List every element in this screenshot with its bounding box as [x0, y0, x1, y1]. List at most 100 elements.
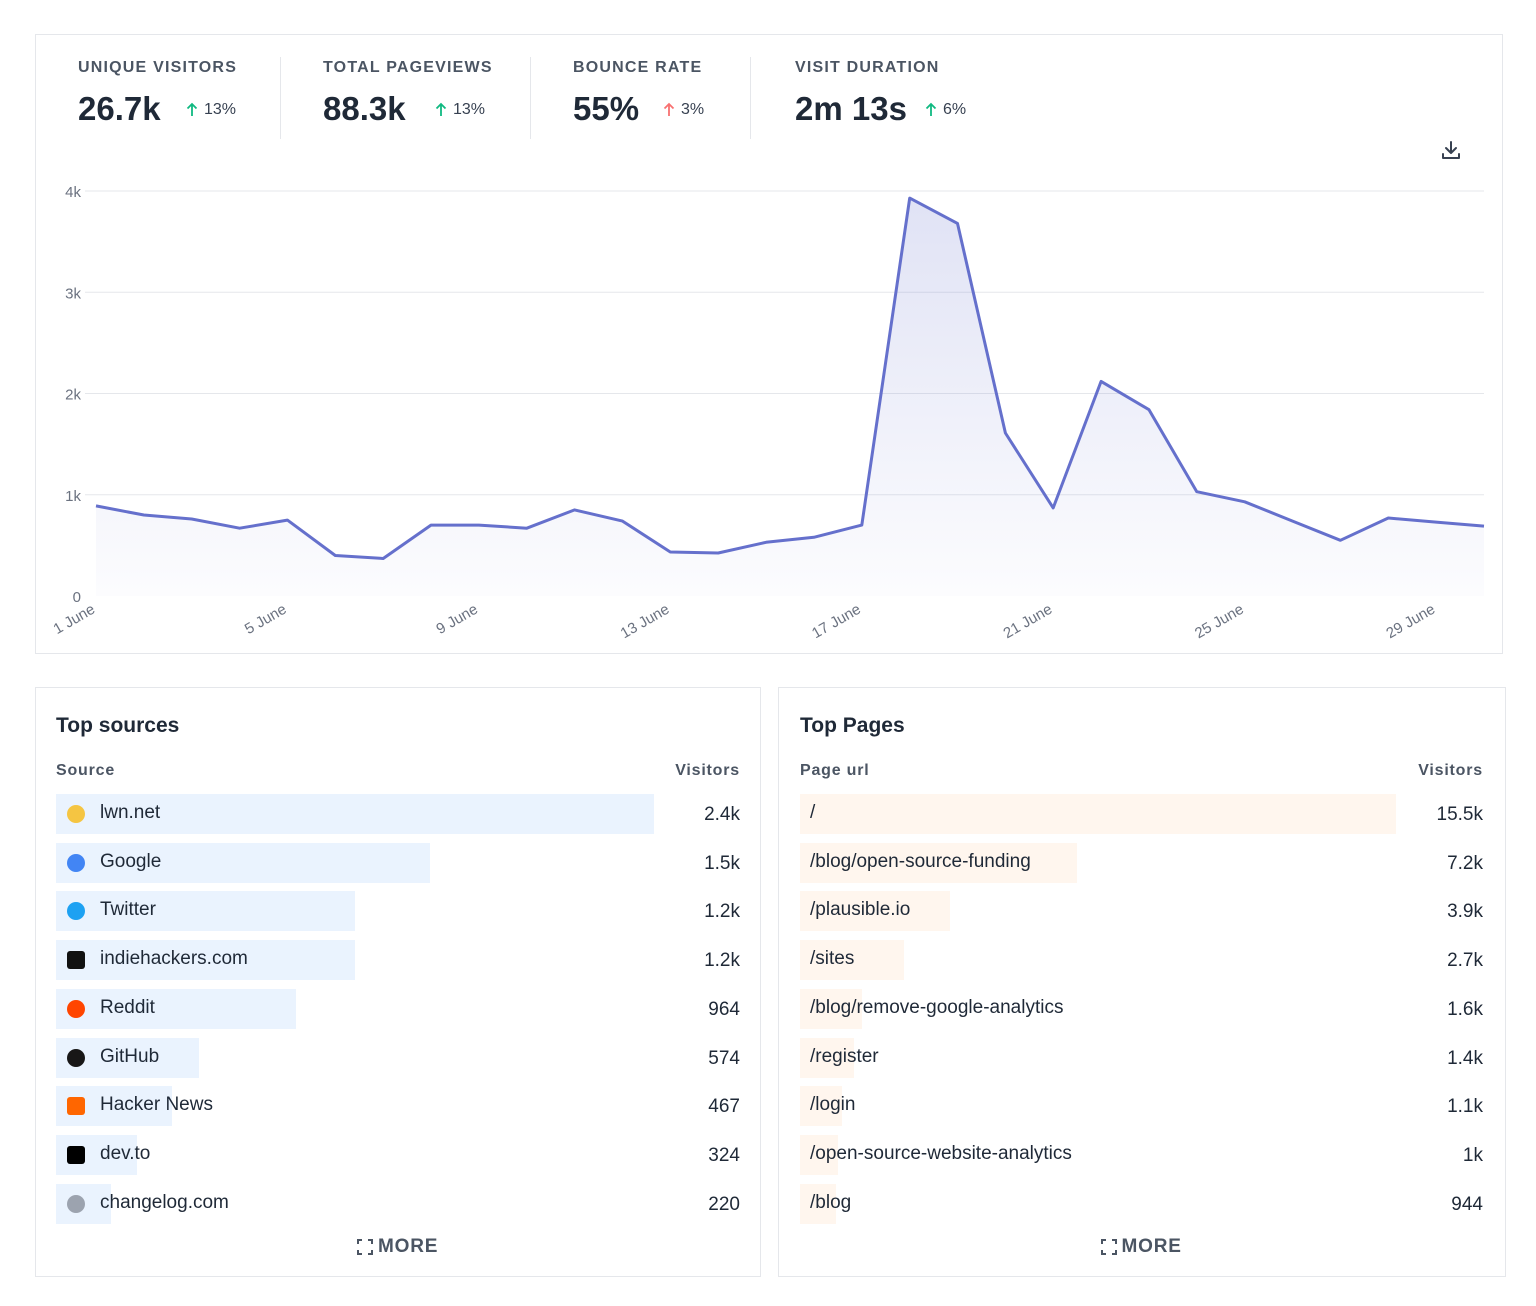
column-header: Source	[56, 762, 116, 779]
row-value: 1.1k	[1447, 1096, 1483, 1118]
row-label: indiehackers.com	[100, 948, 248, 970]
row-label: Hacker News	[100, 1094, 213, 1116]
divider	[750, 57, 751, 139]
row-value: 944	[1451, 1193, 1483, 1215]
bar	[800, 1086, 843, 1127]
stat-value: 2m 13s	[795, 90, 907, 127]
y-tick-label: 1k	[65, 488, 81, 505]
bar	[800, 842, 1077, 883]
stat-change: 13%	[453, 101, 486, 118]
row-label: dev.to	[100, 1142, 151, 1164]
bar	[800, 794, 1396, 834]
bar	[800, 891, 950, 932]
row-label: /login	[810, 1094, 856, 1116]
stat-label: BOUNCE RATE	[573, 59, 703, 76]
source-icon	[67, 951, 85, 970]
arrow	[186, 102, 198, 116]
bar	[800, 1134, 839, 1175]
x-tick-label: 21 June	[1001, 601, 1056, 642]
bar	[56, 891, 355, 932]
row-value: 1.2k	[704, 950, 740, 972]
row-label: /register	[810, 1045, 879, 1067]
source-icon	[67, 805, 85, 823]
column-header: Page url	[800, 762, 870, 779]
bar	[56, 794, 654, 834]
y-tick-label: 2k	[65, 387, 81, 404]
source-icon	[67, 902, 85, 921]
more-button[interactable]: MORE	[1121, 1236, 1182, 1257]
y-tick-label: 0	[73, 589, 81, 606]
row-value: 2.4k	[704, 804, 740, 825]
row-value: 324	[708, 1144, 740, 1166]
row-label: /blog	[810, 1191, 852, 1213]
x-tick-label: 1 June	[50, 601, 98, 638]
row-label: /blog/remove-google-analytics	[810, 996, 1064, 1018]
x-tick-label: 29 June	[1383, 601, 1438, 642]
source-icon	[67, 1194, 85, 1213]
row-value: 1.4k	[1447, 1047, 1483, 1069]
sources-card	[35, 687, 761, 1277]
source-icon	[67, 1145, 85, 1164]
bar	[56, 940, 355, 981]
stat-value: 26.7k	[78, 90, 161, 127]
column-header: Visitors	[675, 762, 740, 779]
stat-change: 13%	[204, 101, 237, 118]
expand-icon[interactable]	[1100, 1238, 1118, 1256]
row-value: 1.2k	[704, 901, 740, 923]
stat-change: 3%	[681, 101, 705, 118]
card-title: Top sources	[56, 714, 180, 737]
row-label: /sites	[810, 948, 855, 970]
chart: 0 1k 2k 3k 4k 1 June 5 June 9 June 13 June 17 Jun…	[50, 141, 1485, 642]
divider	[530, 57, 531, 139]
divider	[280, 57, 281, 139]
x-tick-label: 13 June	[618, 601, 673, 642]
x-tick-label: 25 June	[1192, 601, 1247, 642]
row-value: 574	[708, 1047, 740, 1069]
trend-arrow	[925, 102, 937, 116]
source-icon	[67, 853, 85, 872]
bar	[800, 940, 904, 981]
icon-path	[1100, 1239, 1117, 1255]
x-tick-label: 5 June	[242, 601, 290, 638]
row-value: 1.6k	[1447, 998, 1483, 1020]
row-label: Twitter	[100, 899, 156, 921]
bar	[800, 1183, 837, 1224]
row-label: /blog/open-source-funding	[810, 850, 1031, 872]
pages-card	[778, 687, 1506, 1277]
download-icon[interactable]	[1442, 141, 1460, 159]
stat-label: VISIT DURATION	[795, 59, 940, 76]
row-label: Reddit	[100, 996, 155, 1018]
y-tick-label: 4k	[65, 184, 81, 201]
row-value: 2.7k	[1447, 950, 1483, 972]
trend-arrow	[186, 102, 198, 116]
source-icon	[67, 999, 85, 1018]
y-tick-label: 3k	[65, 285, 81, 302]
bar	[800, 1037, 854, 1078]
bar	[56, 988, 297, 1029]
row-label: Google	[100, 850, 162, 872]
card-title: Top Pages	[800, 714, 905, 737]
row-label: /open-source-website-analytics	[810, 1142, 1072, 1164]
source-icon	[67, 1048, 85, 1067]
stat-change: 6%	[943, 101, 967, 118]
area	[96, 198, 1484, 596]
arrow	[663, 102, 675, 116]
icon-path	[357, 1239, 373, 1255]
stat-value: 55%	[573, 90, 640, 127]
row-label: GitHub	[100, 1045, 160, 1067]
source-icon	[67, 1097, 85, 1116]
row-value: 7.2k	[1447, 852, 1483, 874]
stat-label: TOTAL PAGEVIEWS	[323, 59, 493, 76]
row-value: 3.9k	[1447, 901, 1483, 923]
column-header: Visitors	[1418, 762, 1483, 779]
row-label: lwn.net	[100, 802, 161, 823]
row-value: 1.5k	[704, 852, 740, 874]
row-label: changelog.com	[100, 1191, 229, 1213]
bar	[800, 988, 862, 1029]
arrow	[925, 102, 937, 116]
more-button[interactable]: MORE	[378, 1236, 439, 1257]
line	[95, 196, 1485, 560]
expand-icon[interactable]	[356, 1238, 374, 1256]
row-label: /	[810, 802, 816, 823]
